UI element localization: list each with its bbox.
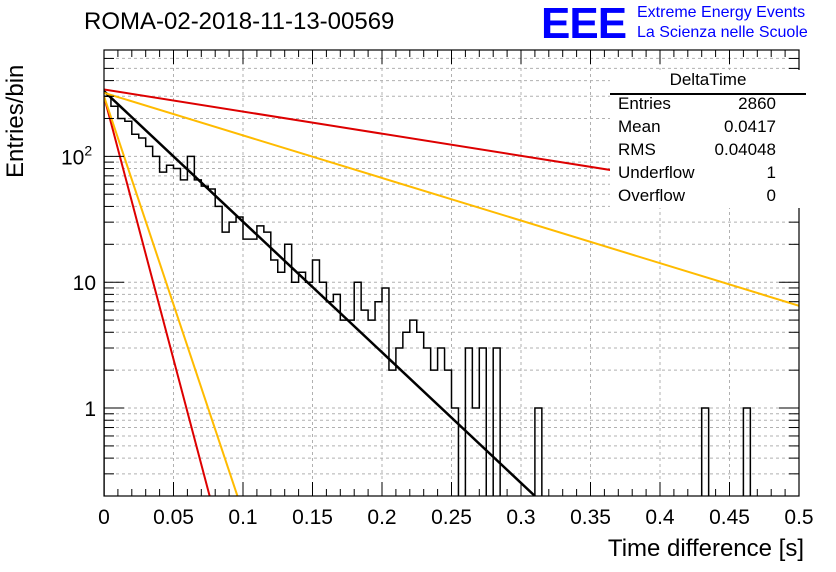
stats-row-underflow: Underflow 1 — [618, 163, 776, 183]
x-axis-label: Time difference [s] — [607, 535, 804, 562]
stats-box-title: DeltaTime — [610, 70, 806, 95]
stats-value: 0.04048 — [714, 140, 776, 159]
stats-row-entries: Entries 2860 — [618, 94, 776, 114]
stats-value: 2860 — [738, 94, 776, 113]
stats-label: RMS — [618, 140, 656, 159]
x-tick-label: 0.35 — [570, 506, 611, 529]
x-tick-label: 0 — [98, 506, 110, 529]
y-tick-label: 1 — [84, 398, 96, 421]
reference-line — [104, 95, 239, 496]
y-axis-label: Entries/bin — [2, 64, 29, 178]
x-tick-label: 0.3 — [506, 506, 535, 529]
reference-line — [104, 91, 799, 307]
x-tick-label: 0.25 — [431, 506, 472, 529]
stats-row-overflow: Overflow 0 — [618, 186, 776, 206]
stats-value: 1 — [766, 163, 776, 182]
y-tick-label: 102 — [61, 142, 92, 169]
stats-box: DeltaTime Entries 2860 Mean 0.0417 RMS 0.04… — [610, 70, 806, 208]
reference-line — [104, 96, 211, 496]
x-tick-label: 0.15 — [292, 506, 333, 529]
stats-label: Entries — [618, 94, 671, 113]
x-tick-label: 0.4 — [645, 506, 675, 529]
stats-value: 0 — [766, 186, 776, 205]
histogram-bars — [104, 95, 752, 496]
x-tick-label: 0.45 — [709, 506, 750, 529]
stats-label: Underflow — [618, 163, 695, 182]
fit-line — [104, 90, 536, 496]
stats-row-mean: Mean 0.0417 — [618, 117, 776, 137]
x-tick-label: 0.5 — [784, 506, 813, 529]
logo-line-1: Extreme Energy Events — [637, 4, 806, 21]
logo-line-2: La Scienza nelle Scuole — [637, 24, 808, 41]
x-tick-label: 0.05 — [153, 506, 194, 529]
stats-label: Mean — [618, 117, 661, 136]
stats-value: 0.0417 — [724, 117, 776, 136]
stats-row-rms: RMS 0.04048 — [618, 140, 776, 160]
x-tick-label: 0.2 — [367, 506, 396, 529]
y-tick-label: 10 — [73, 272, 96, 295]
x-tick-label: 0.1 — [228, 506, 257, 529]
stats-label: Overflow — [618, 186, 686, 205]
eee-logo: EEE — [541, 0, 627, 48]
plot-title: ROMA-02-2018-11-13-00569 — [84, 8, 395, 35]
